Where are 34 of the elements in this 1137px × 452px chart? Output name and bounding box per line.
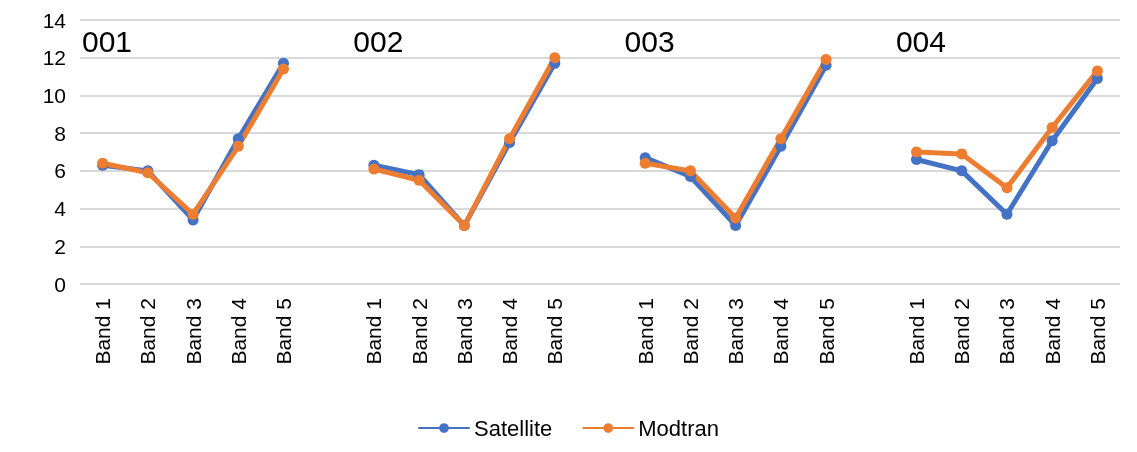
annotation: 004	[895, 24, 946, 58]
x-tick-label: Band 2	[678, 298, 702, 365]
annotation: 001	[82, 24, 133, 58]
x-tick-label: Band 1	[91, 298, 115, 365]
x-tick-label: Band 1	[362, 298, 386, 365]
annotation: 002	[353, 24, 404, 58]
y-tick-label: 14	[42, 8, 67, 32]
y-tick-label: 2	[54, 234, 66, 258]
x-tick-label: Band 5	[1085, 298, 1109, 365]
y-tick-label: 6	[54, 159, 66, 183]
y-tick-label: 4	[54, 197, 67, 221]
x-tick-label: Band 5	[814, 298, 838, 365]
x-tick-label: Band 3	[181, 298, 205, 365]
y-tick-label: 8	[54, 121, 66, 145]
x-tick-label: Band 4	[769, 297, 793, 365]
x-tick-label: Band 1	[905, 298, 929, 365]
x-tick-label: Band 5	[543, 298, 567, 365]
x-tick-label: Band 3	[452, 298, 476, 365]
y-tick-label: 0	[54, 272, 66, 296]
x-tick-label: Band 3	[995, 298, 1019, 365]
x-tick-label: Band 1	[633, 298, 657, 365]
legend-label: Satellite	[474, 415, 553, 441]
x-tick-label: Band 4	[226, 297, 250, 365]
legend-label: Modtran	[638, 415, 719, 441]
x-tick-label: Band 4	[1040, 297, 1064, 365]
x-tick-label: Band 5	[271, 298, 295, 365]
annotation: 003	[624, 24, 675, 58]
x-tick-label: Band 3	[724, 298, 748, 365]
x-tick-label: Band 2	[950, 298, 974, 365]
x-tick-label: Band 2	[407, 298, 431, 365]
y-tick-label: 10	[42, 83, 66, 107]
x-tick-label: Band 2	[136, 298, 160, 365]
y-tick-label: 12	[42, 46, 66, 70]
x-tick-label: Band 4	[498, 297, 522, 365]
